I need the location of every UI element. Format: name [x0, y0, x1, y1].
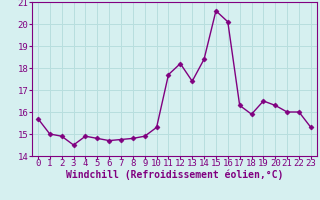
- X-axis label: Windchill (Refroidissement éolien,°C): Windchill (Refroidissement éolien,°C): [66, 170, 283, 180]
